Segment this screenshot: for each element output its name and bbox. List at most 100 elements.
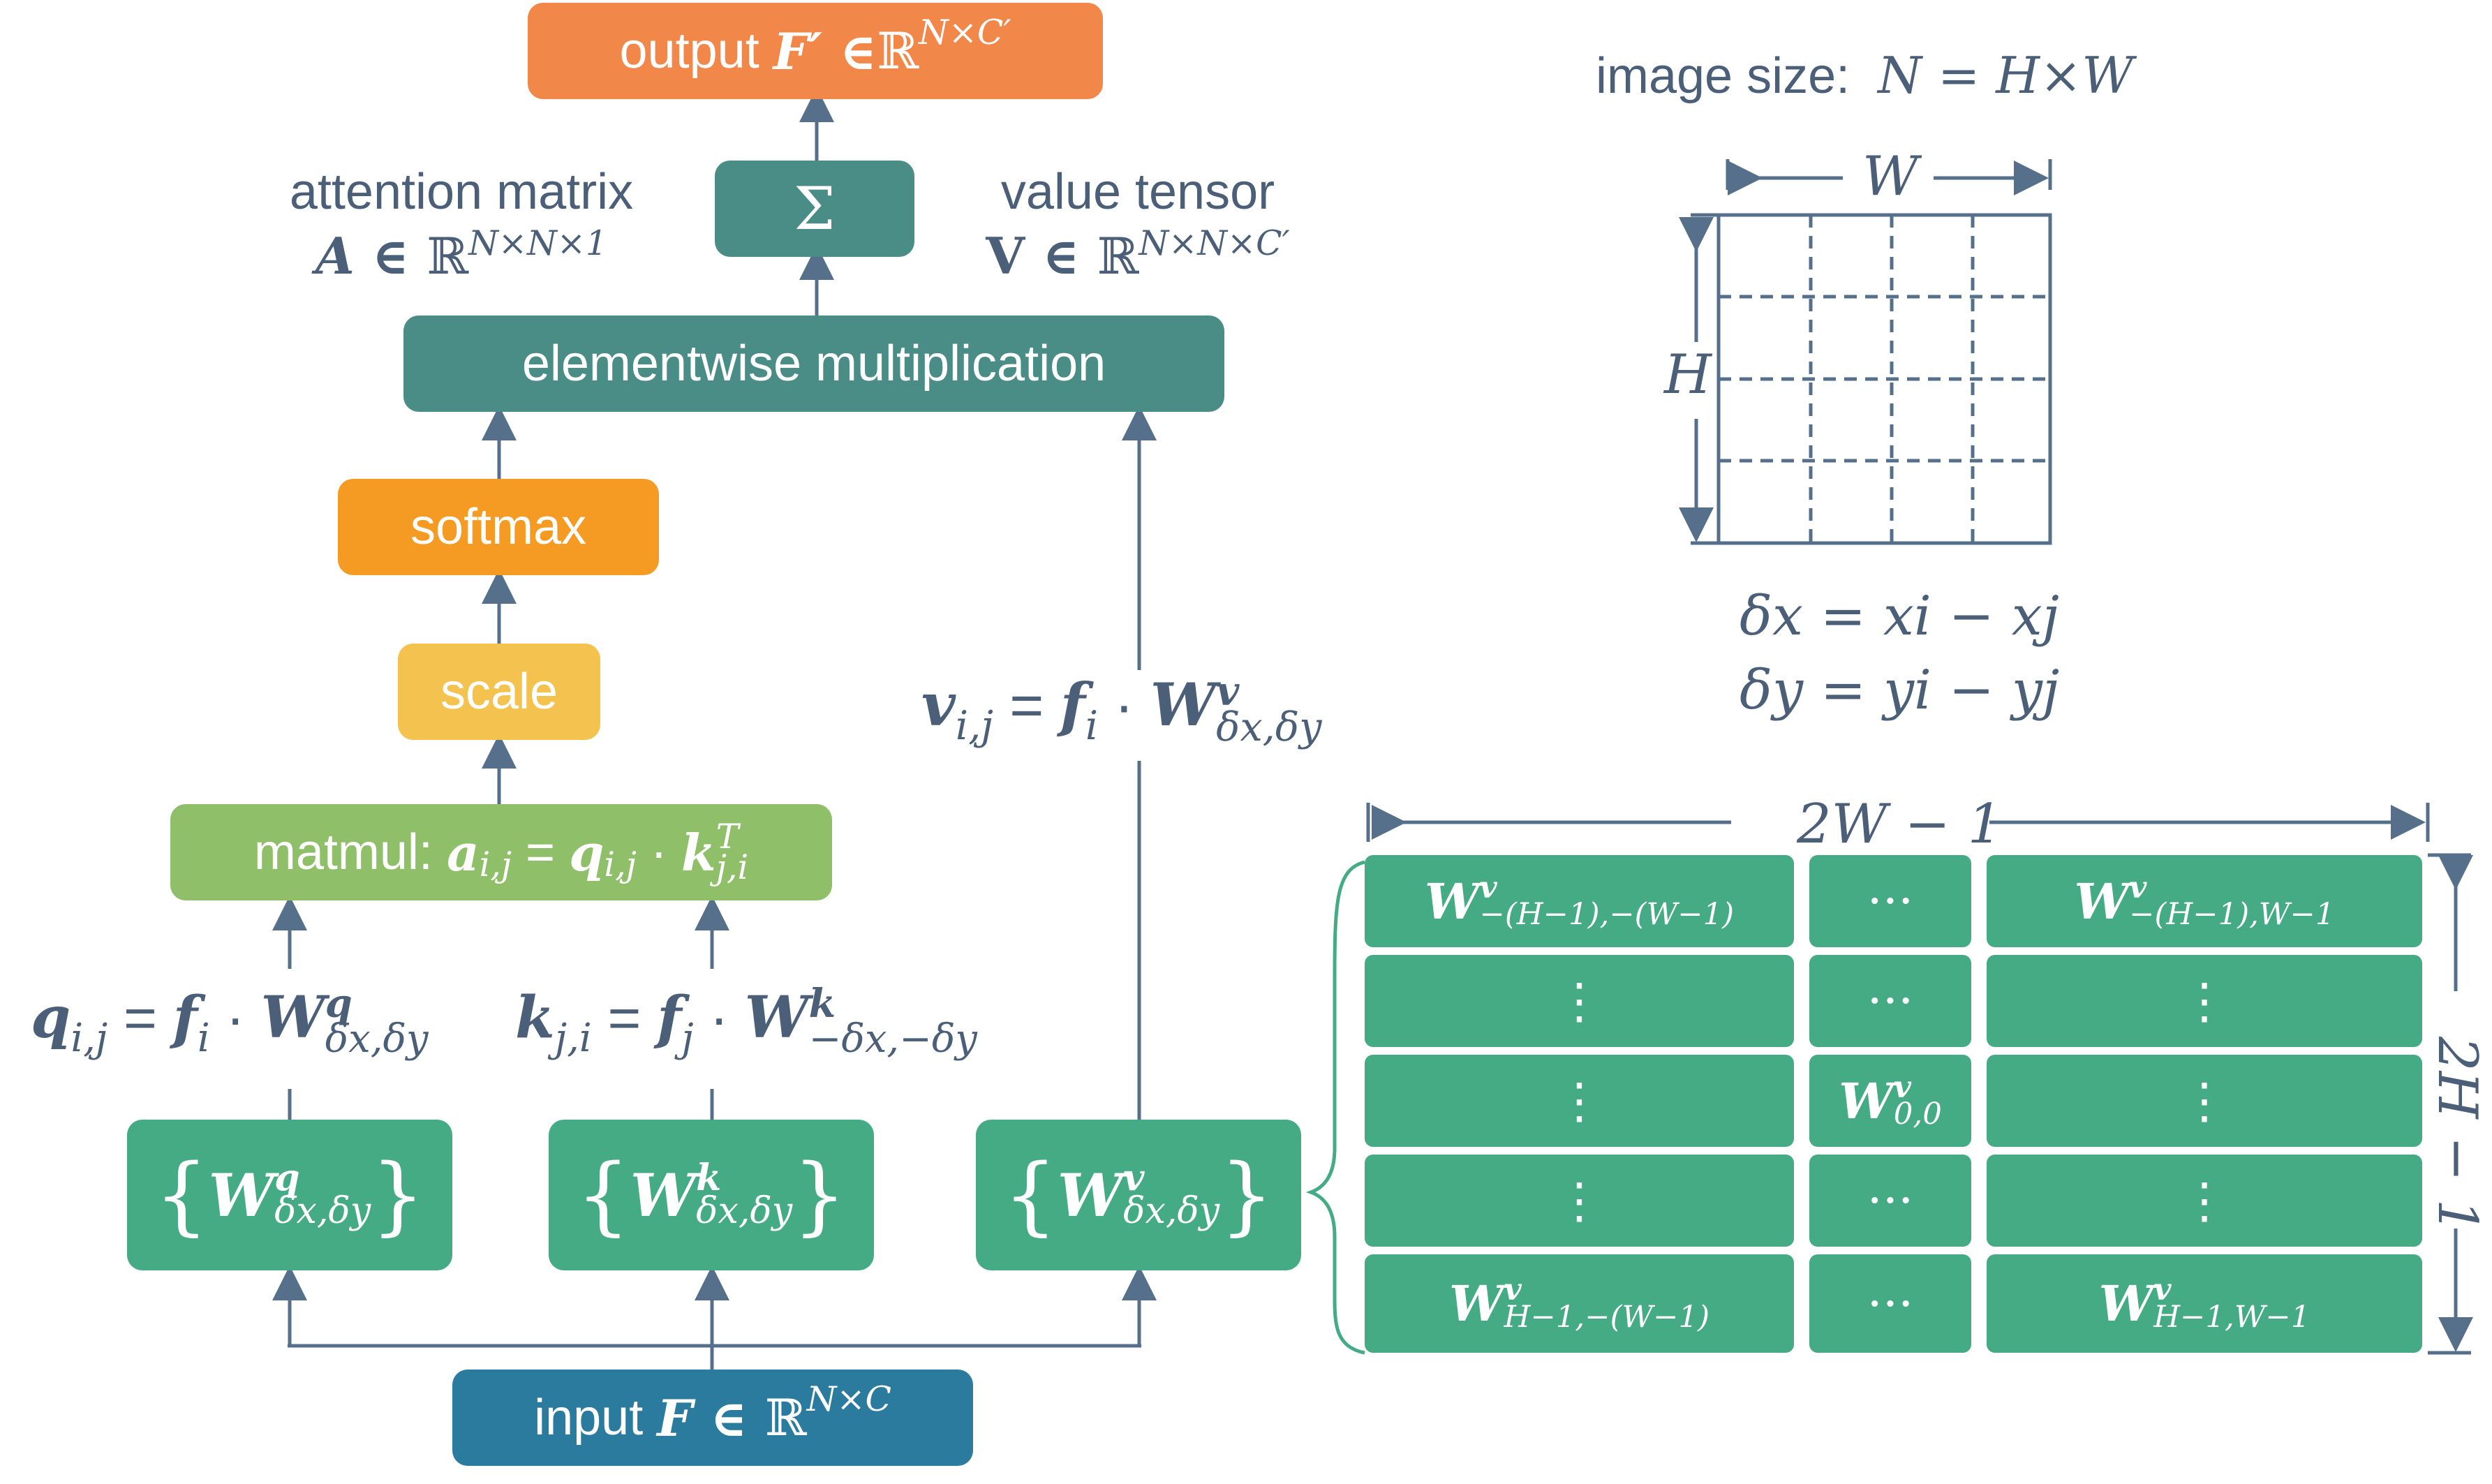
- attention-label: attention matrix A ∈ ℝN×N×1: [262, 163, 660, 285]
- wv-close-brace: }: [1219, 1145, 1274, 1245]
- wq-open-brace: {: [154, 1145, 209, 1245]
- q-eq-sign: =: [107, 986, 173, 1050]
- q-symbol: q: [31, 984, 71, 1051]
- k-symbol: k: [515, 984, 555, 1051]
- table-width-label: 2W − 1: [1797, 793, 2002, 856]
- v-f-sub: i: [1085, 702, 1099, 749]
- table-height-label: 2H − 1: [2426, 1037, 2489, 1233]
- vdots: ⋮: [2180, 972, 2229, 1030]
- matmul-word: matmul:: [253, 824, 433, 880]
- output-symbol: F′ ∈: [773, 21, 877, 81]
- vdots: ⋮: [2180, 1072, 2229, 1129]
- matmul-a: a: [446, 822, 480, 882]
- grid-width-label: W: [1862, 145, 1918, 208]
- sum-box: Σ: [715, 161, 914, 257]
- value-symbol: V ∈: [986, 226, 1097, 285]
- elementwise-box: elementwise multiplication: [403, 316, 1224, 412]
- attention-symbol: A ∈: [316, 226, 427, 285]
- q-W-sub: δx,δy: [325, 1016, 429, 1062]
- output-word: output: [619, 23, 759, 79]
- k-W: W: [744, 984, 809, 1051]
- wq-close-brace: }: [371, 1145, 425, 1245]
- cell-sub: −(H−1),W−1: [2129, 897, 2335, 932]
- v-eq-sign: =: [993, 672, 1060, 738]
- matmul-k-sup: T: [715, 816, 739, 856]
- matmul-dot: ·: [636, 824, 681, 880]
- cell-W: W: [1839, 1071, 1894, 1130]
- image-size-label: image size: N = H×W: [1596, 46, 2133, 105]
- attention-dims: N×N×1: [468, 223, 607, 264]
- vdots: ⋮: [1555, 1072, 1604, 1129]
- table-dimensions: [1366, 803, 2473, 1355]
- q-W-sup: q: [325, 981, 353, 1027]
- table-cell-r1c2: ⋮: [1987, 955, 2422, 1047]
- input-symbol: F ∈: [657, 1388, 765, 1448]
- image-size-equation: N = H×W: [1878, 46, 2134, 105]
- value-title: value tensor: [1000, 164, 1275, 220]
- wk-close-brace: }: [792, 1145, 847, 1245]
- cell-W: W: [2098, 1275, 2154, 1333]
- k-sub: j,i: [554, 1015, 592, 1061]
- v-f: f: [1060, 670, 1085, 739]
- wv-W: W: [1057, 1160, 1124, 1230]
- softmax-label: softmax: [410, 499, 587, 555]
- input-dims: N×C: [806, 1379, 891, 1419]
- cell-W: W: [1449, 1275, 1504, 1333]
- output-dims: N×C′: [919, 12, 1011, 52]
- table-cell-r1c1: ···: [1809, 955, 1971, 1047]
- k-f-sub: j: [681, 1015, 694, 1061]
- cell-W: W: [1424, 872, 1480, 930]
- delta-y-text: δy = yi − yj: [1740, 659, 2060, 722]
- table-cell-r3c0: ⋮: [1365, 1155, 1794, 1247]
- delta-x-equation: δx = xi − xj: [1740, 585, 2059, 648]
- hdots: ···: [1867, 972, 1914, 1030]
- cell-sub: H−1,W−1: [2153, 1299, 2311, 1335]
- q-dot: ·: [209, 986, 261, 1050]
- cell-sub: −(H−1),−(W−1): [1479, 897, 1735, 932]
- value-label: value tensor V ∈ ℝN×N×C′: [970, 163, 1305, 285]
- table-cell-r2c0: ⋮: [1365, 1055, 1794, 1147]
- image-size-word: image size:: [1596, 48, 1851, 104]
- grid-height-label: H: [1664, 343, 1712, 406]
- table-brace: [1305, 860, 1365, 1355]
- matmul-q: q: [569, 822, 605, 882]
- vdots: ⋮: [2180, 1172, 2229, 1229]
- table-cell-r3c2: ⋮: [1987, 1155, 2422, 1247]
- matmul-k-sub: j,i: [715, 847, 749, 887]
- k-eq-sign: =: [591, 986, 658, 1050]
- input-box: input F ∈ ℝ N×C: [452, 1370, 973, 1466]
- softmax-box: softmax: [338, 479, 659, 575]
- v-W-sup: v: [1216, 668, 1240, 715]
- cell-sup: v: [2153, 1272, 2172, 1308]
- input-word: input: [534, 1390, 658, 1446]
- matmul-eq: =: [512, 824, 570, 880]
- cell-sub: 0,0: [1893, 1097, 1942, 1131]
- table-cell-r0c1: ···: [1809, 855, 1971, 947]
- v-W: W: [1150, 670, 1217, 739]
- q-sub: i,j: [71, 1015, 108, 1061]
- q-f-sub: i: [197, 1015, 210, 1061]
- vdots: ⋮: [1555, 972, 1604, 1030]
- cell-sup: v: [1504, 1272, 1522, 1308]
- grid-w: W: [1862, 145, 1919, 208]
- v-symbol: v: [921, 670, 956, 739]
- wv-sup: v: [1123, 1157, 1145, 1200]
- scale-box: scale: [398, 644, 600, 740]
- matmul-a-sub: i,j: [479, 844, 512, 884]
- matmul-k: k: [681, 822, 716, 882]
- vdots: ⋮: [1555, 1172, 1604, 1229]
- cell-W: W: [2074, 872, 2130, 930]
- v-W-sub: δx,δy: [1216, 704, 1322, 750]
- image-grid: [1679, 159, 2052, 545]
- table-cell-r4c1: ···: [1809, 1254, 1971, 1353]
